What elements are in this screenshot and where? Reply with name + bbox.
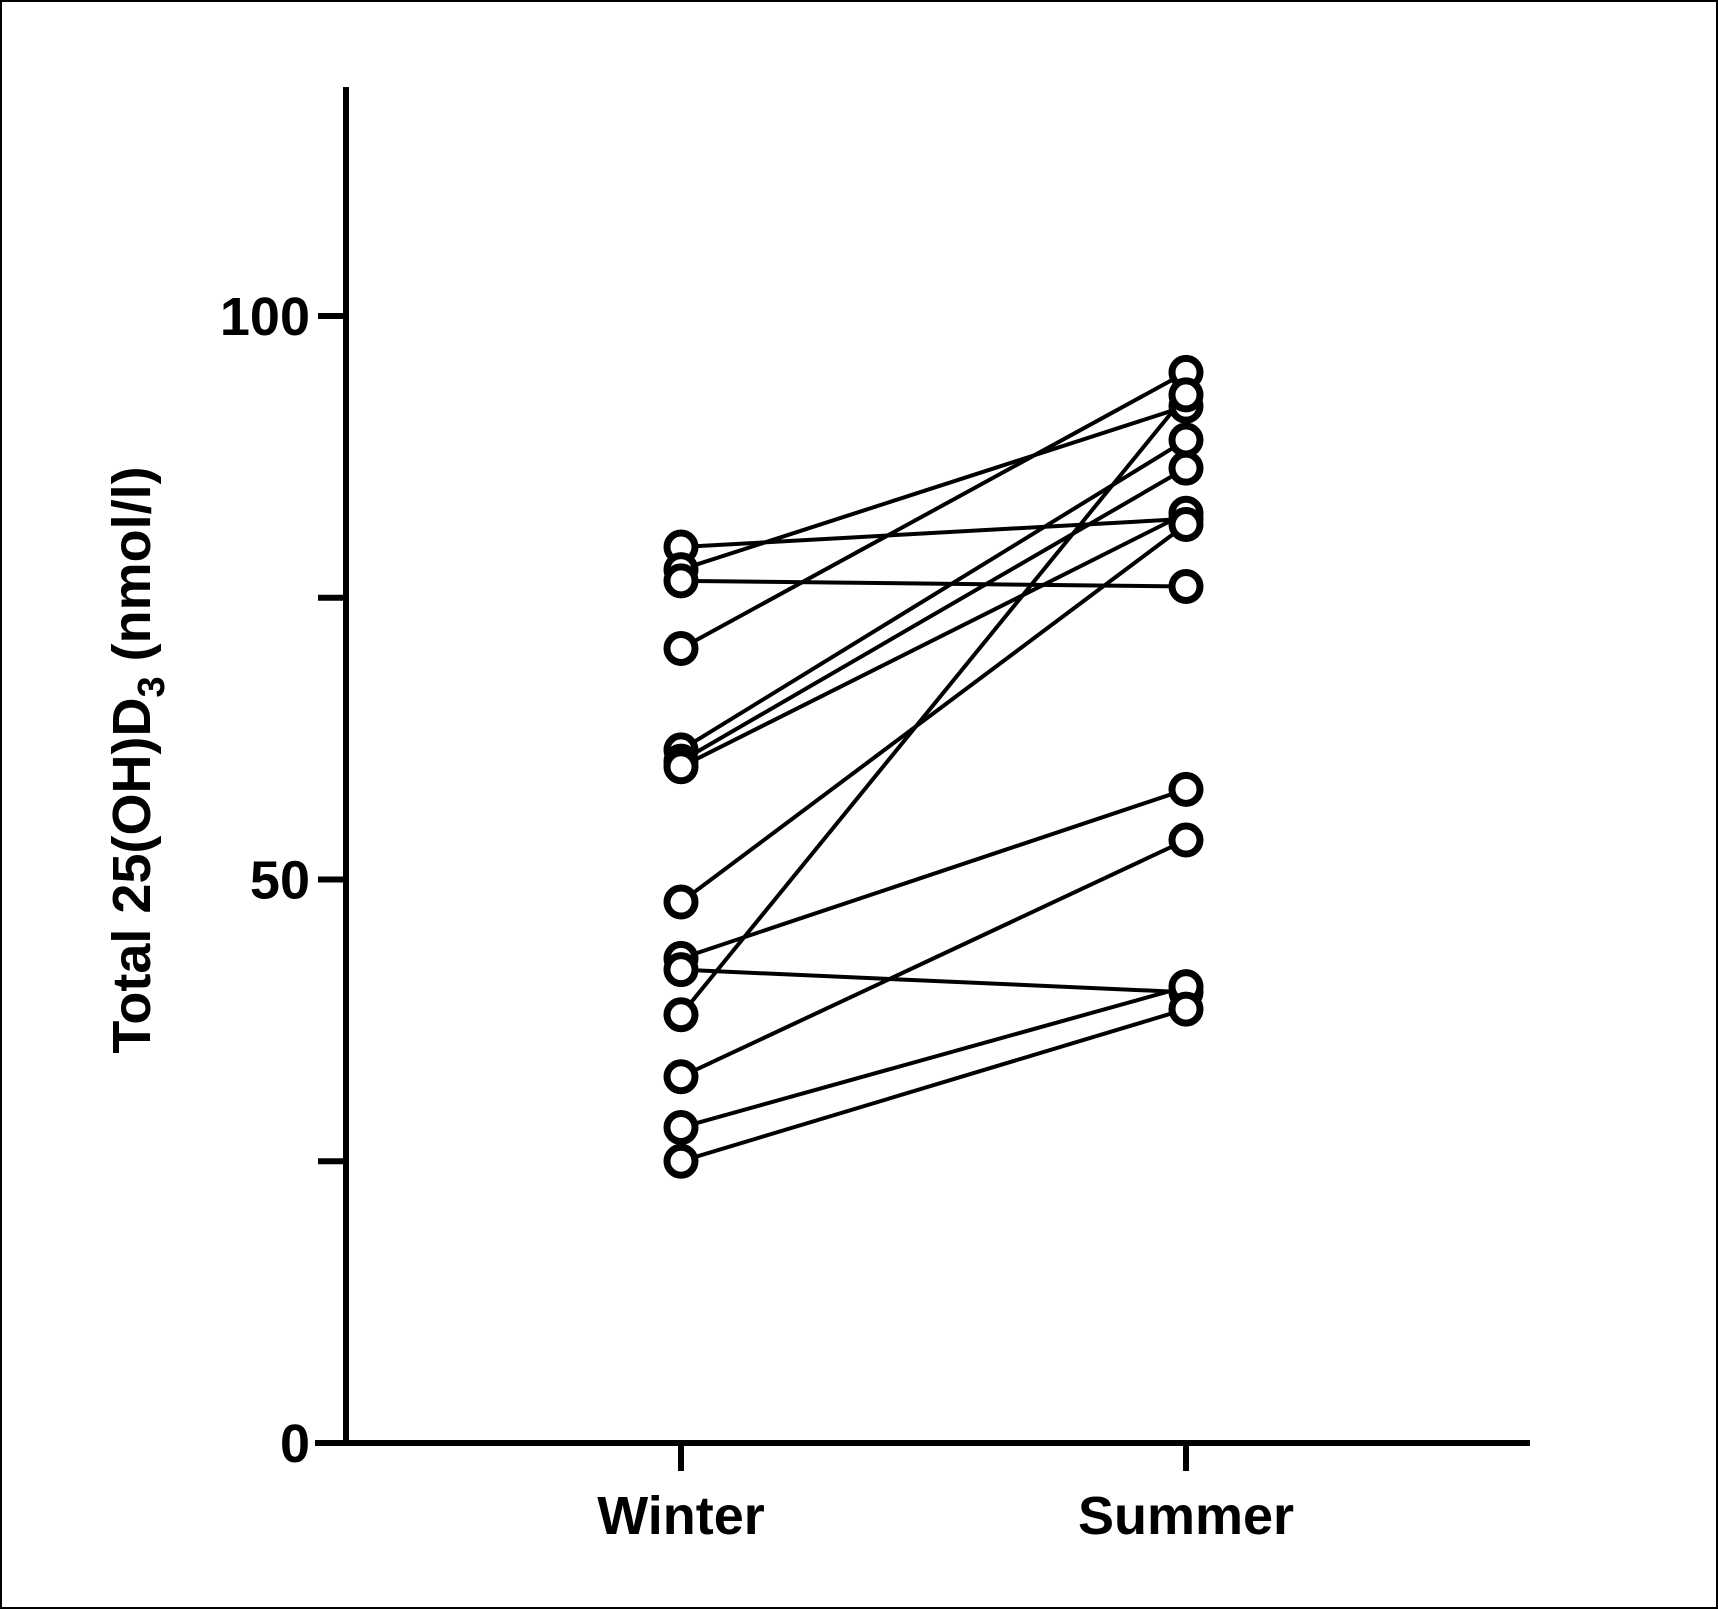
marker-winter-12 (663, 1059, 699, 1095)
marker-winter-10 (663, 952, 699, 988)
marker-summer-9 (1168, 771, 1204, 807)
y-tick-label-50: 50 (250, 851, 310, 911)
marker-summer-11 (1168, 377, 1204, 413)
y-tick-label-100: 100 (220, 287, 310, 347)
marker-winter-8 (663, 884, 699, 920)
subject-line-6 (679, 466, 1188, 763)
marker-summer-14 (1168, 991, 1204, 1027)
marker-winter-3 (663, 563, 699, 599)
subject-line-8 (679, 522, 1188, 904)
subject-line-4 (680, 370, 1187, 651)
marker-winter-14 (663, 1143, 699, 1179)
x-tick-label-summer: Summer (1078, 1486, 1294, 1546)
marker-summer-12 (1168, 822, 1204, 858)
marker-winter-13 (663, 1109, 699, 1145)
marker-winter-11 (663, 997, 699, 1033)
subject-line-11 (679, 393, 1188, 1017)
paired-lines (679, 370, 1188, 1164)
x-axis: Winter Summer (315, 1440, 1530, 1546)
subject-line-7 (680, 511, 1187, 769)
y-axis-title-main: Total 25(OH)D (102, 698, 162, 1054)
y-tick-label-0: 0 (280, 1414, 310, 1474)
marker-winter-7 (663, 749, 699, 785)
y-axis-title: Total 25(OH)D3 (nmol/l) (102, 466, 173, 1053)
subject-line-13 (680, 984, 1187, 1130)
x-tick-label-winter: Winter (597, 1486, 765, 1546)
marker-summer-6 (1168, 450, 1204, 486)
marker-summer-3 (1168, 568, 1204, 604)
subject-line-9 (680, 787, 1187, 961)
y-axis-title-subscript: 3 (131, 676, 173, 697)
y-axis-title-unit: (nmol/l) (102, 466, 162, 676)
marker-winter-4 (663, 630, 699, 666)
subject-line-14 (680, 1007, 1187, 1164)
subject-line-5 (679, 438, 1188, 752)
paired-markers (663, 354, 1204, 1179)
marker-summer-8 (1168, 506, 1204, 542)
subject-line-10 (680, 967, 1187, 995)
marker-summer-5 (1168, 422, 1204, 458)
subject-line-12 (680, 838, 1187, 1079)
y-axis: 0 50 100 (220, 87, 349, 1474)
subject-line-2 (680, 404, 1187, 572)
